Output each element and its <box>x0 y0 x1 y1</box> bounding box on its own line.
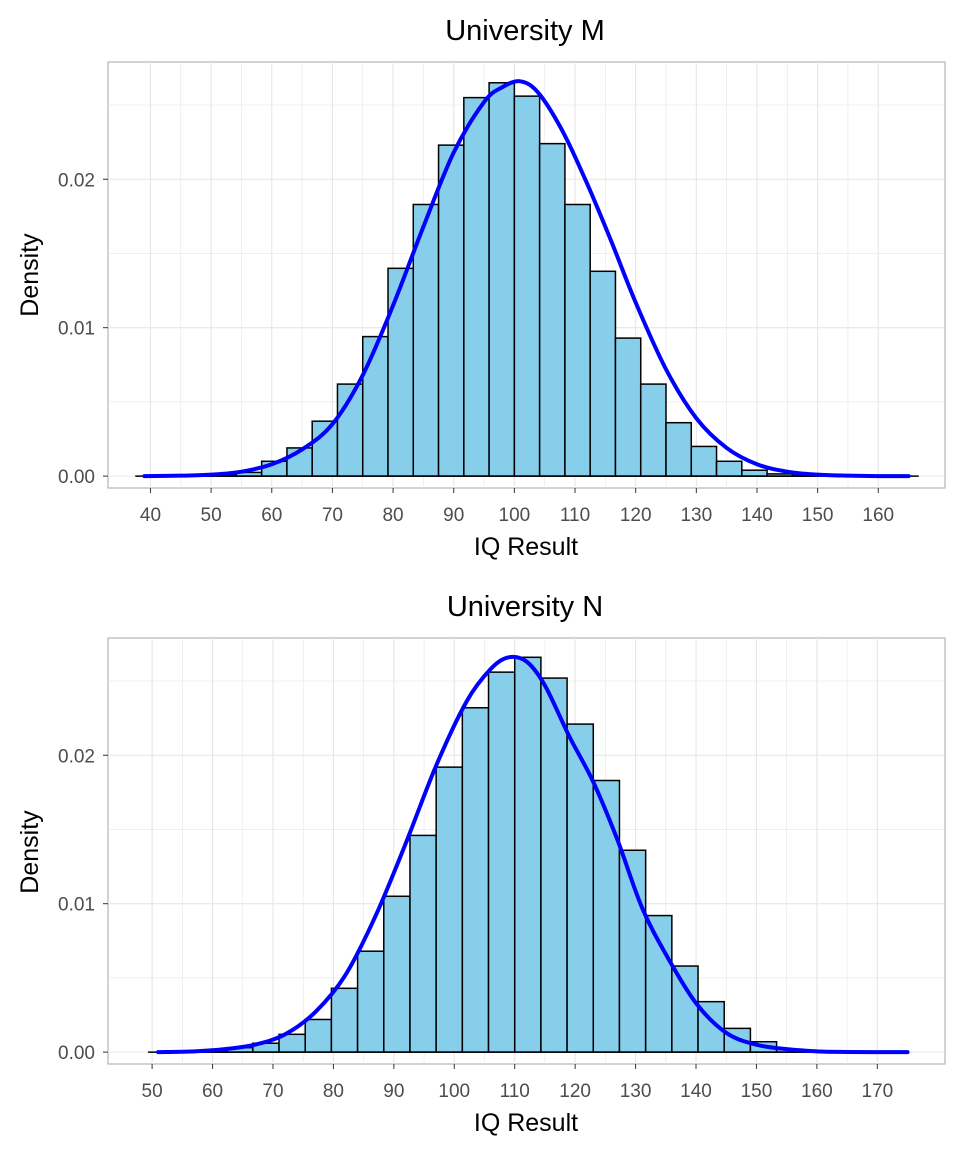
x-tick-label: 90 <box>383 1081 404 1102</box>
x-tick-label: 70 <box>262 1081 283 1102</box>
histogram-bar <box>487 671 516 1053</box>
x-tick-label: 90 <box>443 505 464 526</box>
histogram-bar <box>409 834 437 1053</box>
density-curve <box>142 79 911 479</box>
y-axis-ticks: 0.00 0.01 0.02 <box>58 170 108 488</box>
histogram-bar <box>564 203 591 477</box>
y-tick-label: 0.00 <box>58 467 95 488</box>
histogram-bar <box>304 1018 333 1053</box>
histogram-bar <box>614 337 642 477</box>
y-tick-label: 0.01 <box>58 895 95 916</box>
histogram-bar <box>336 383 364 477</box>
x-tick-label: 150 <box>741 1081 773 1102</box>
histogram-bar <box>589 270 617 477</box>
plot-panel-border <box>107 637 946 1065</box>
x-axis-ticks: 50 60 70 80 90 100 110 120 130 140 150 160 170 <box>142 1064 893 1102</box>
histogram-bar <box>513 95 541 477</box>
histogram-bar <box>513 656 542 1053</box>
histogram-bars <box>173 656 856 1053</box>
y-axis-ticks: 0.00 0.01 0.02 <box>58 746 108 1064</box>
histogram-bar <box>715 460 743 477</box>
histogram-bar <box>671 965 699 1053</box>
histogram-bar <box>387 267 415 477</box>
x-tick-label: 160 <box>862 505 894 526</box>
y-axis-title: Density <box>16 810 44 894</box>
histogram-bar <box>566 723 595 1053</box>
x-tick-label: 60 <box>261 505 282 526</box>
x-tick-label: 120 <box>620 505 652 526</box>
density-curve <box>156 654 910 1055</box>
histogram-bar <box>690 445 718 477</box>
x-tick-label: 150 <box>802 505 834 526</box>
y-tick-label: 0.02 <box>58 746 95 767</box>
y-tick-label: 0.00 <box>58 1043 95 1064</box>
histogram-bar <box>383 895 411 1053</box>
x-tick-label: 80 <box>382 505 403 526</box>
x-tick-label: 100 <box>499 505 531 526</box>
histogram-bar <box>488 82 516 477</box>
histogram-bars <box>185 82 819 477</box>
density-curve-group <box>156 654 910 1055</box>
x-tick-label: 140 <box>680 1081 712 1102</box>
histogram-bar <box>644 914 673 1053</box>
chart-title: University N <box>447 591 603 623</box>
x-tick-label: 50 <box>142 1081 163 1102</box>
histogram-bar <box>639 383 667 477</box>
histogram-bar <box>741 469 768 477</box>
histogram-bar <box>435 766 464 1053</box>
x-tick-label: 70 <box>322 505 343 526</box>
x-tick-label: 110 <box>560 505 590 526</box>
x-tick-label: 140 <box>741 505 773 526</box>
x-tick-label: 100 <box>438 1081 470 1102</box>
x-tick-label: 130 <box>680 505 712 526</box>
chart-title: University M <box>445 15 605 47</box>
x-tick-label: 130 <box>620 1081 652 1102</box>
x-tick-label: 60 <box>202 1081 223 1102</box>
histogram-bar <box>330 987 359 1053</box>
plot-panel-border <box>107 61 946 489</box>
chart-university-n: University N 50 60 70 80 90 100 110 120 130 140 15… <box>16 591 946 1137</box>
y-tick-label: 0.01 <box>58 319 95 340</box>
histogram-bar <box>361 335 389 477</box>
histogram-bar <box>437 144 465 477</box>
histogram-bar <box>592 779 621 1053</box>
density-curve-group <box>142 79 911 479</box>
x-tick-label: 120 <box>559 1081 591 1102</box>
x-axis-ticks: 40 50 60 70 80 90 100 110 120 130 140 150 160 <box>140 488 894 526</box>
y-tick-label: 0.02 <box>58 170 95 191</box>
x-tick-label: 80 <box>323 1081 344 1102</box>
chart-university-m: University M 40 50 60 70 80 90 100 110 120 130 140… <box>16 15 946 561</box>
x-tick-label: 40 <box>140 505 161 526</box>
y-axis-title: Density <box>16 233 44 317</box>
x-tick-label: 170 <box>861 1081 893 1102</box>
x-tick-label: 50 <box>201 505 222 526</box>
histogram-bar <box>540 677 568 1053</box>
histogram-bar <box>356 950 385 1053</box>
histogram-bar <box>538 142 566 477</box>
x-tick-label: 160 <box>801 1081 833 1102</box>
histogram-bar <box>461 707 490 1053</box>
histogram-bar <box>665 421 693 477</box>
x-axis-title: IQ Result <box>474 533 578 561</box>
x-tick-label: 110 <box>500 1081 530 1102</box>
histogram-bar <box>463 96 490 477</box>
x-axis-title: IQ Result <box>474 1109 578 1137</box>
